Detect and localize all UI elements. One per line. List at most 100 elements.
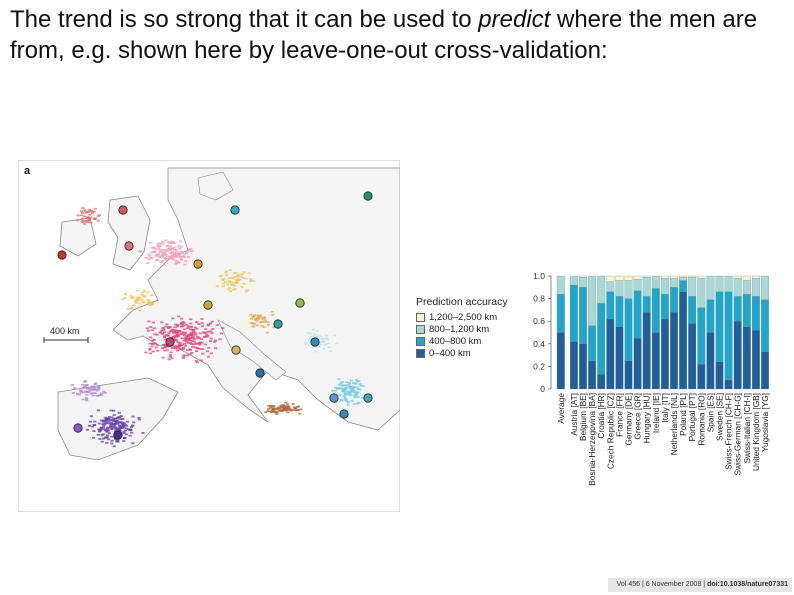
sample-point <box>286 406 290 409</box>
sample-point <box>315 336 319 338</box>
bar-segment <box>569 341 578 390</box>
country-centroids <box>57 191 373 440</box>
sample-point <box>126 420 130 423</box>
sample-point <box>186 349 190 352</box>
sample-point <box>355 386 359 389</box>
sample-point <box>164 254 168 256</box>
x-tick-label: Germany [DE] <box>624 393 634 446</box>
sample-point <box>240 273 244 275</box>
sample-point <box>114 430 118 432</box>
sample-point <box>123 437 127 439</box>
citation-bar: Vol 456 | 6 November 2008 | doi:10.1038/… <box>608 578 792 592</box>
sample-point <box>186 325 190 328</box>
sample-point <box>188 342 192 344</box>
sample-point <box>189 322 193 325</box>
sample-point <box>92 424 96 426</box>
bar-segment <box>697 363 706 390</box>
sample-point <box>151 350 155 353</box>
sample-point <box>126 308 130 310</box>
sample-point <box>103 428 107 431</box>
sample-point <box>109 409 113 412</box>
sample-point <box>296 409 300 412</box>
sample-point <box>176 324 180 326</box>
sample-point <box>118 424 122 427</box>
x-tick-label: Czech Republic [CZ] <box>605 393 615 469</box>
bar-segment <box>751 275 760 279</box>
sample-point <box>346 391 350 394</box>
x-tick-label: Ireland [IE] <box>651 393 661 433</box>
sample-point <box>210 320 214 323</box>
sample-point <box>118 421 122 423</box>
sample-point <box>272 326 276 329</box>
sample-point <box>207 346 211 349</box>
sample-point <box>191 335 195 337</box>
sample-point <box>96 388 101 391</box>
bar-segment <box>706 275 715 300</box>
bar-segment <box>606 281 615 292</box>
sample-point <box>121 421 125 424</box>
sample-point <box>115 421 119 424</box>
sample-point <box>261 318 265 321</box>
sample-point <box>264 411 268 414</box>
country-centroid-marker <box>310 337 320 347</box>
sample-point <box>168 355 172 358</box>
sample-point <box>161 356 165 359</box>
sample-point <box>236 273 240 276</box>
sample-point <box>255 324 259 327</box>
sample-point <box>150 257 154 260</box>
map-landmass <box>57 167 400 461</box>
sample-point <box>249 317 253 320</box>
sample-point <box>172 329 176 331</box>
bar-segment <box>597 374 606 390</box>
sample-point <box>256 314 260 317</box>
sample-point <box>111 420 115 423</box>
bar-segment <box>651 332 660 390</box>
sample-point <box>171 336 175 339</box>
sample-point <box>109 425 113 428</box>
sample-point <box>221 282 225 285</box>
sample-point <box>188 328 193 331</box>
sample-point <box>333 334 337 337</box>
sample-point <box>225 274 229 276</box>
sample-point <box>122 440 126 442</box>
sample-point <box>159 261 163 264</box>
sample-point <box>262 326 266 328</box>
legend-title: Prediction accuracy <box>416 296 508 308</box>
sample-point <box>231 283 235 286</box>
bar-segment <box>660 318 669 390</box>
sample-point <box>339 382 343 385</box>
sample-point <box>342 390 346 393</box>
sample-point <box>205 333 209 336</box>
sample-point <box>335 342 339 345</box>
y-tick-label: 0.4 <box>533 339 545 349</box>
sample-point <box>181 321 185 323</box>
sample-point <box>186 336 190 339</box>
sample-point <box>167 248 171 250</box>
sample-point <box>322 348 326 350</box>
bar-stacks <box>556 275 769 390</box>
sample-point <box>266 323 271 326</box>
bar-segment <box>624 360 633 390</box>
sample-point <box>112 424 117 427</box>
bar-segment <box>733 321 742 390</box>
x-tick-label: Greece [GR] <box>633 393 643 440</box>
y-tick-label: 0.6 <box>533 316 545 326</box>
sample-point <box>96 409 100 412</box>
sample-point <box>278 408 282 410</box>
bar-segment <box>733 296 742 322</box>
sample-point <box>92 430 96 432</box>
x-tick-label: Croatia [HR] <box>596 393 606 439</box>
sample-point <box>101 423 105 426</box>
sample-point <box>174 256 178 258</box>
sample-point <box>270 311 274 313</box>
sample-point <box>230 277 234 280</box>
sample-point <box>176 341 180 344</box>
sample-point <box>84 220 88 222</box>
bar-segment <box>660 275 669 279</box>
sample-point <box>319 337 323 340</box>
legend-label: 0–400 km <box>429 347 471 359</box>
bar-segment <box>679 275 688 278</box>
sample-point <box>174 338 178 341</box>
sample-point <box>313 350 317 353</box>
sample-point <box>151 343 155 345</box>
